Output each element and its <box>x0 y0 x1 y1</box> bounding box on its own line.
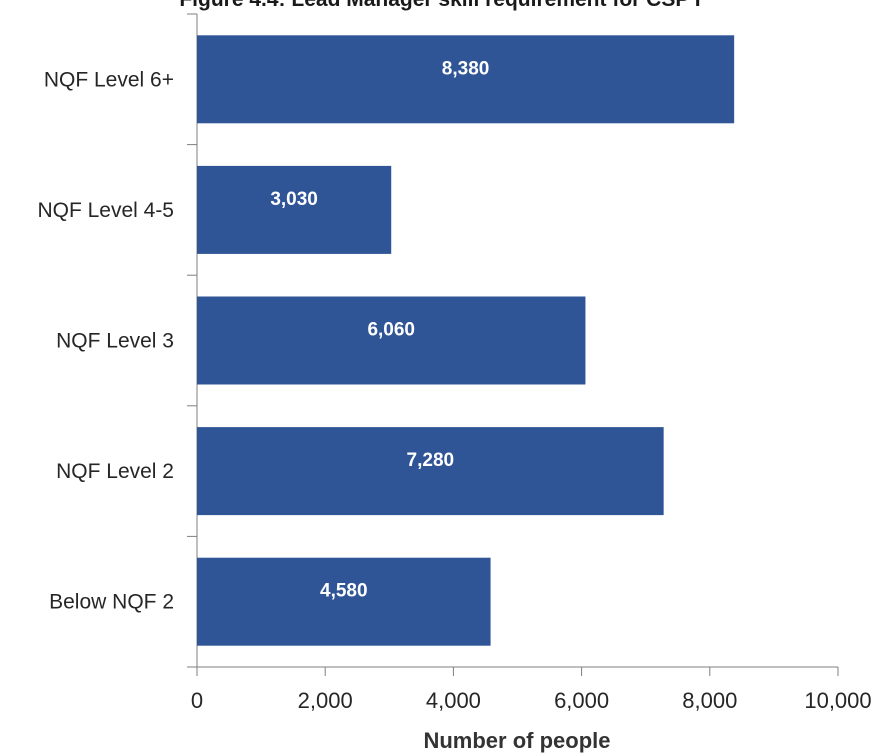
bar <box>197 427 664 516</box>
x-axis-title: Number of people <box>423 728 610 753</box>
x-tick-label: 6,000 <box>554 688 609 713</box>
x-tick-labels: 0 2,000 4,000 6,000 8,000 10,000 <box>191 688 872 713</box>
category-labels: NQF Level 6+ NQF Level 4-5 NQF Level 3 NQF … <box>37 68 174 613</box>
category-label: NQF Level 2 <box>56 460 174 483</box>
x-tick-label: 10,000 <box>804 688 871 713</box>
data-label: 8,380 <box>442 58 490 79</box>
category-label: Below NQF 2 <box>49 591 174 614</box>
category-label: NQF Level 6+ <box>44 68 174 91</box>
x-tick-label: 4,000 <box>426 688 481 713</box>
bar <box>197 557 491 646</box>
category-label: NQF Level 3 <box>56 330 174 353</box>
x-tick-label: 8,000 <box>682 688 737 713</box>
data-label: 4,580 <box>320 581 368 602</box>
bar <box>197 296 586 385</box>
data-label: 6,060 <box>367 320 415 341</box>
data-label: 7,280 <box>407 450 455 471</box>
bar-series: 8,380 3,030 6,060 7,280 4,580 <box>197 35 735 646</box>
x-tick-label: 2,000 <box>298 688 353 713</box>
bar <box>197 165 392 254</box>
bar <box>197 35 735 124</box>
data-label: 3,030 <box>270 189 318 210</box>
x-tick-label: 0 <box>191 688 203 713</box>
category-label: NQF Level 4-5 <box>37 199 174 222</box>
chart-title: Figure 4.4: Lead Manager skill requireme… <box>179 0 700 11</box>
